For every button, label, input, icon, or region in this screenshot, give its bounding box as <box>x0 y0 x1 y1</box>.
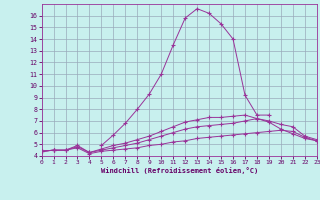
X-axis label: Windchill (Refroidissement éolien,°C): Windchill (Refroidissement éolien,°C) <box>100 167 258 174</box>
